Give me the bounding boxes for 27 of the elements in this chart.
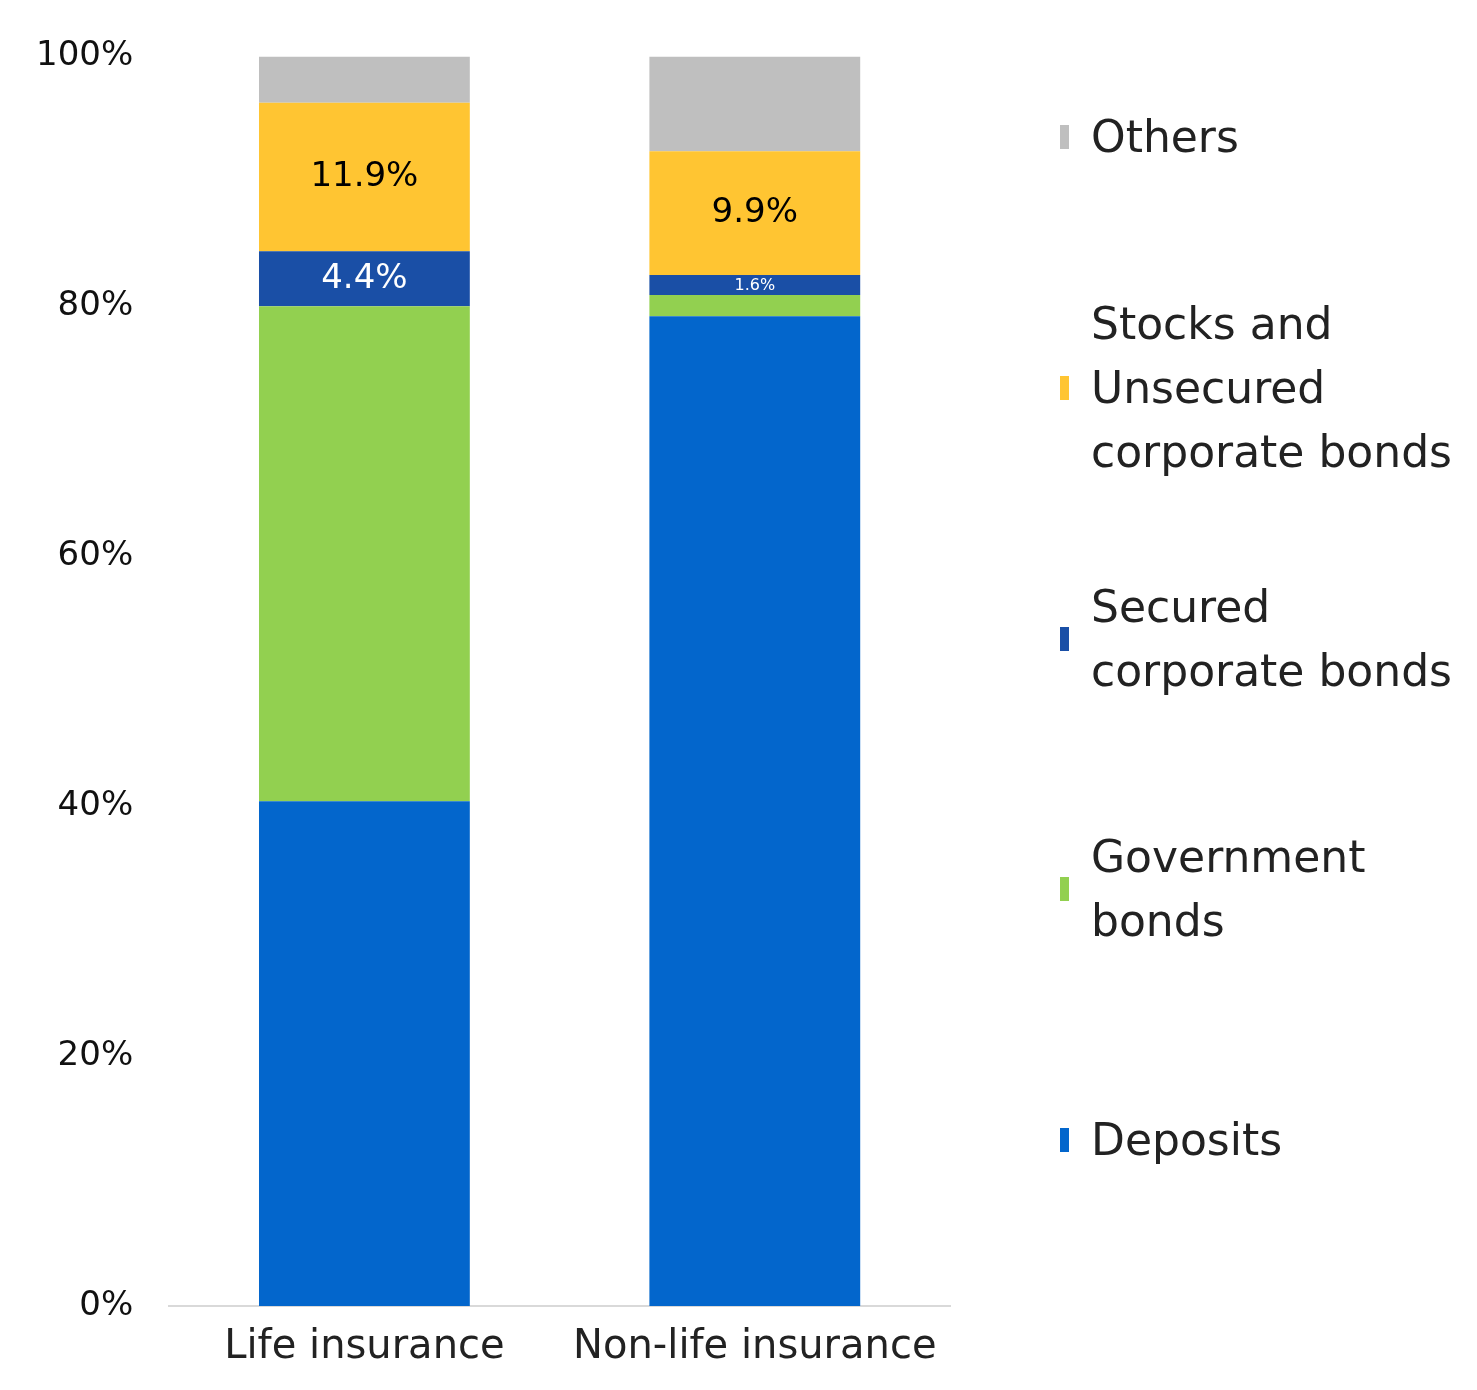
bar — [649, 275, 861, 296]
y-tick-label: 80% — [57, 283, 134, 324]
data-label: 11.9% — [310, 153, 419, 194]
bar — [258, 801, 470, 1306]
y-tick-label: 0% — [79, 1282, 134, 1323]
data-label: 9.9% — [711, 190, 798, 231]
y-tick-label: 60% — [57, 533, 134, 574]
bar — [649, 151, 861, 276]
bar — [258, 251, 470, 307]
legend-label: Stocks and Unsecured corporate bonds — [1091, 296, 1453, 479]
bar — [649, 295, 861, 317]
data-label: 4.4% — [321, 255, 408, 296]
legend-label: Government bonds — [1091, 830, 1367, 949]
bar — [258, 102, 470, 252]
bar — [649, 316, 861, 1306]
y-tick-label: 100% — [36, 33, 134, 74]
bar — [649, 56, 861, 152]
legend-label: Deposits — [1091, 1113, 1284, 1167]
bar — [258, 56, 470, 103]
bar — [258, 306, 470, 802]
x-tick-label: Non-life insurance — [573, 1321, 937, 1368]
y-tick-label: 20% — [57, 1032, 134, 1073]
legend-label: Others — [1091, 110, 1240, 164]
x-tick-label: Life insurance — [224, 1321, 505, 1368]
y-tick-label: 40% — [57, 782, 134, 823]
data-label: 1.6% — [734, 275, 776, 295]
legend-label: Secured corporate bonds — [1091, 579, 1453, 698]
